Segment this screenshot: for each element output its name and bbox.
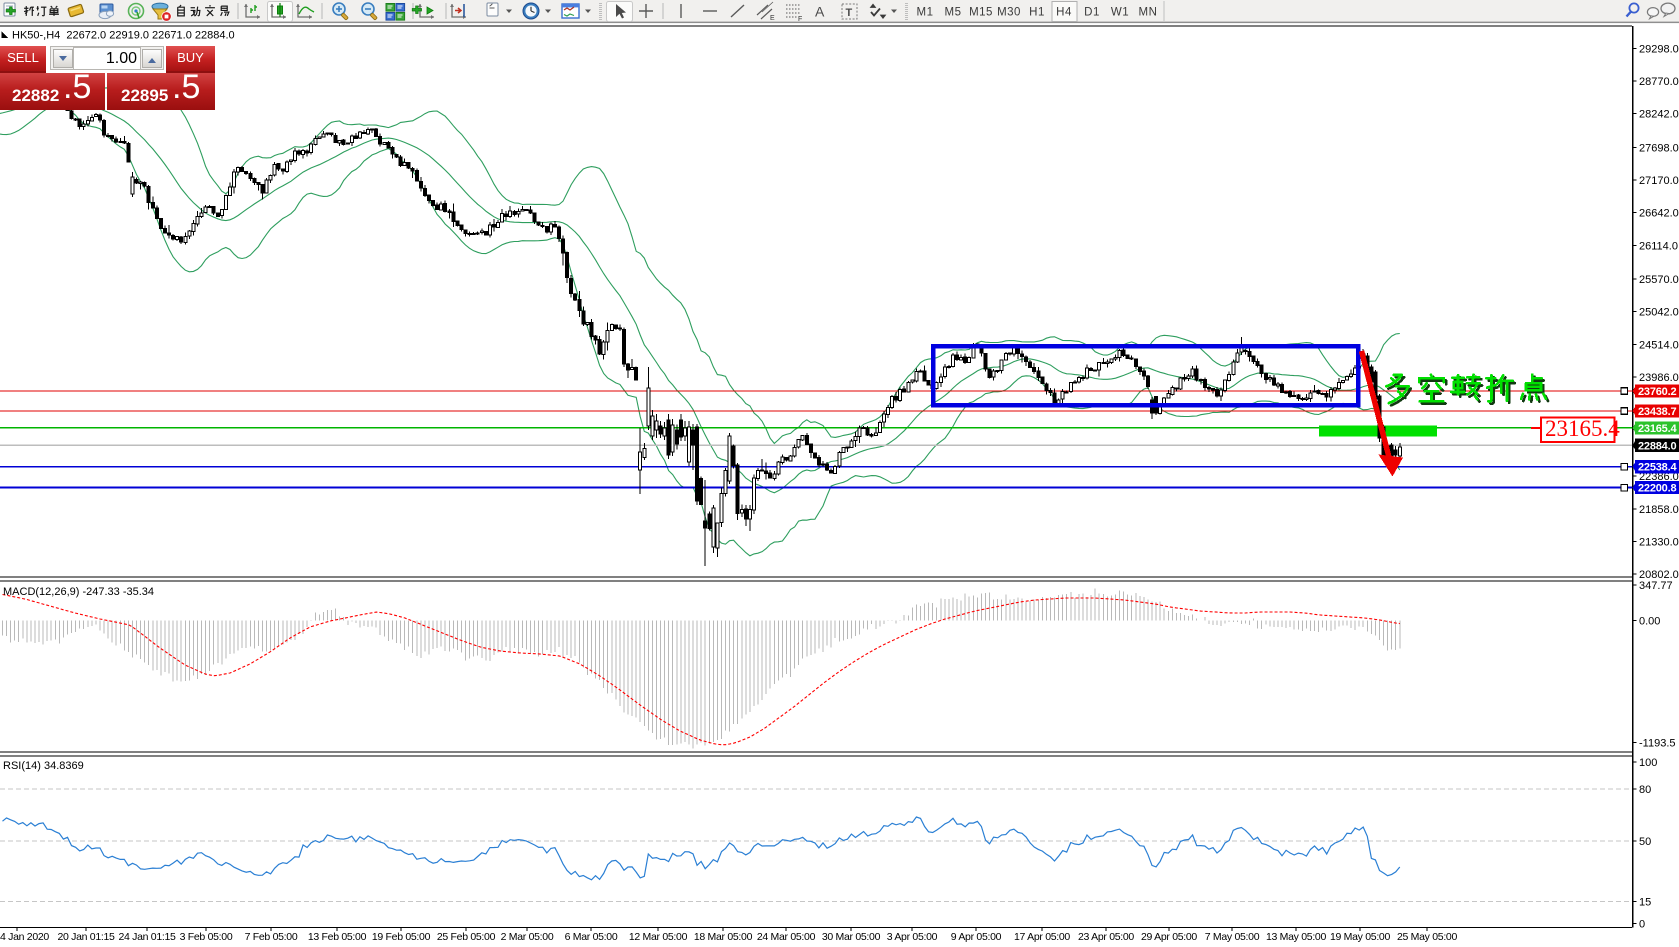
- svg-text:15: 15: [1639, 896, 1651, 908]
- svg-text:7 Feb 05:00: 7 Feb 05:00: [245, 931, 298, 943]
- svg-text:80: 80: [1639, 784, 1651, 796]
- svg-text:HK50-,H4 22672.0 22919.0 2267: HK50-,H4 22672.0 22919.0 22671.0 22884.0: [12, 30, 235, 42]
- svg-text:29298.0: 29298.0: [1639, 43, 1679, 55]
- svg-text:347.77: 347.77: [1639, 580, 1673, 592]
- svg-text:M1: M1: [917, 7, 934, 19]
- svg-text:21858.0: 21858.0: [1639, 504, 1679, 516]
- svg-text:26642.0: 26642.0: [1639, 208, 1679, 220]
- svg-text:MACD(12,26,9) -247.33 -35.34: MACD(12,26,9) -247.33 -35.34: [3, 586, 154, 598]
- svg-text:23 Apr 05:00: 23 Apr 05:00: [1078, 931, 1134, 943]
- svg-text:F: F: [798, 16, 802, 23]
- svg-text:23986.0: 23986.0: [1639, 372, 1679, 384]
- svg-text:22200.8: 22200.8: [1638, 483, 1676, 495]
- svg-text:50: 50: [1639, 836, 1651, 848]
- svg-text:RSI(14) 34.8369: RSI(14) 34.8369: [3, 760, 84, 772]
- svg-text:0: 0: [1639, 919, 1645, 931]
- svg-text:23438.7: 23438.7: [1638, 406, 1676, 418]
- svg-text:23165.4: 23165.4: [1638, 423, 1677, 435]
- svg-text:23165.4: 23165.4: [1545, 416, 1620, 441]
- svg-text:24514.0: 24514.0: [1639, 339, 1679, 351]
- svg-text:30 Mar 05:00: 30 Mar 05:00: [822, 931, 881, 943]
- svg-text:19 Feb 05:00: 19 Feb 05:00: [372, 931, 431, 943]
- svg-text:20802.0: 20802.0: [1639, 569, 1679, 581]
- svg-text:13 May 05:00: 13 May 05:00: [1266, 931, 1326, 943]
- svg-text:27698.0: 27698.0: [1639, 142, 1679, 154]
- svg-text:9 Apr 05:00: 9 Apr 05:00: [951, 931, 1002, 943]
- svg-text:100: 100: [1639, 757, 1657, 769]
- svg-text:19 May 05:00: 19 May 05:00: [1330, 931, 1390, 943]
- svg-text:W1: W1: [1111, 7, 1129, 19]
- svg-text:A: A: [815, 4, 825, 20]
- svg-text:4 Jan 2020: 4 Jan 2020: [0, 931, 49, 943]
- svg-text:28770.0: 28770.0: [1639, 76, 1679, 88]
- svg-text:MN: MN: [1139, 7, 1158, 19]
- svg-text:24 Mar 05:00: 24 Mar 05:00: [757, 931, 816, 943]
- svg-text:13 Feb 05:00: 13 Feb 05:00: [308, 931, 367, 943]
- svg-text:20 Jan 01:15: 20 Jan 01:15: [57, 931, 115, 943]
- svg-text:E: E: [770, 15, 775, 22]
- svg-text:M30: M30: [997, 7, 1021, 19]
- svg-text:M15: M15: [969, 7, 993, 19]
- svg-text:22386.0: 22386.0: [1639, 471, 1679, 483]
- svg-text:H1: H1: [1029, 7, 1045, 19]
- svg-text:24 Jan 01:15: 24 Jan 01:15: [118, 931, 176, 943]
- svg-text:2 Mar 05:00: 2 Mar 05:00: [501, 931, 554, 943]
- svg-text:7 May 05:00: 7 May 05:00: [1205, 931, 1260, 943]
- svg-text:H4: H4: [1056, 7, 1072, 19]
- svg-text:18 Mar 05:00: 18 Mar 05:00: [694, 931, 753, 943]
- svg-text:29 Apr 05:00: 29 Apr 05:00: [1141, 931, 1197, 943]
- svg-text:D1: D1: [1084, 7, 1100, 19]
- svg-text:28242.0: 28242.0: [1639, 109, 1679, 121]
- svg-text:17 Apr 05:00: 17 Apr 05:00: [1014, 931, 1070, 943]
- svg-text:22884.0: 22884.0: [1638, 440, 1676, 452]
- svg-text:12 Mar 05:00: 12 Mar 05:00: [629, 931, 688, 943]
- svg-text:-1193.5: -1193.5: [1639, 737, 1676, 749]
- svg-text:3 Apr 05:00: 3 Apr 05:00: [887, 931, 938, 943]
- svg-text:25570.0: 25570.0: [1639, 274, 1679, 286]
- svg-text:27170.0: 27170.0: [1639, 175, 1679, 187]
- svg-text:0.00: 0.00: [1639, 616, 1660, 628]
- svg-text:25 Feb 05:00: 25 Feb 05:00: [437, 931, 496, 943]
- svg-text:22538.4: 22538.4: [1638, 462, 1677, 474]
- svg-text:6 Mar 05:00: 6 Mar 05:00: [565, 931, 618, 943]
- svg-text:26114.0: 26114.0: [1639, 240, 1678, 252]
- svg-text:T: T: [846, 7, 853, 19]
- svg-text:M5: M5: [945, 7, 962, 19]
- svg-text:25042.0: 25042.0: [1639, 307, 1679, 319]
- svg-text:25 May 05:00: 25 May 05:00: [1397, 931, 1457, 943]
- svg-text:3 Feb 05:00: 3 Feb 05:00: [180, 931, 233, 943]
- svg-text:23760.2: 23760.2: [1638, 386, 1676, 398]
- svg-text:21330.0: 21330.0: [1639, 537, 1679, 549]
